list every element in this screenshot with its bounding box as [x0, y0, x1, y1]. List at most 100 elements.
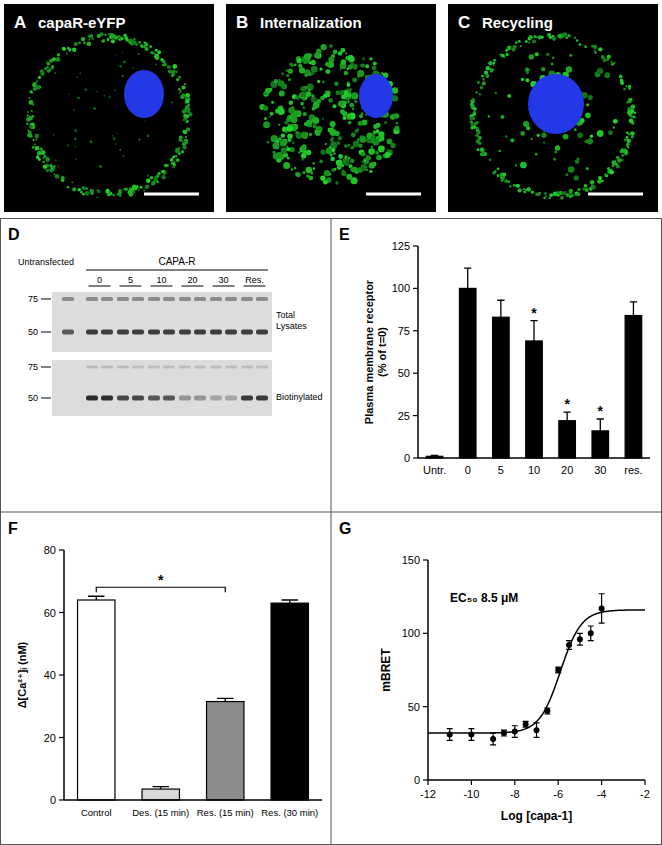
data-point	[468, 732, 474, 738]
fluorescence-dot	[326, 93, 330, 97]
marker-label: 75	[28, 294, 38, 304]
fluorescence-dot	[574, 36, 576, 38]
fluorescence-dot	[46, 62, 50, 66]
fluorescence-dot	[333, 152, 336, 155]
bar	[526, 341, 543, 458]
fluorescence-dot	[585, 113, 591, 119]
fluorescence-dot	[279, 91, 285, 97]
fluorescence-dot	[155, 49, 158, 52]
blot-band	[86, 396, 98, 401]
fluorescence-dot	[37, 151, 41, 155]
fluorescence-dot	[549, 36, 552, 39]
fluorescence-dot	[622, 149, 627, 154]
fluorescence-dot	[116, 132, 118, 134]
fluorescence-dot	[40, 70, 42, 72]
fluorescence-dot	[498, 150, 501, 153]
fluorescence-dot	[597, 130, 604, 137]
fluorescence-dot	[552, 56, 555, 59]
fluorescence-dot	[104, 34, 106, 36]
fluorescence-dot	[33, 139, 35, 141]
fluorescence-dot	[145, 185, 149, 189]
fluorescence-dot	[178, 88, 181, 91]
bar	[493, 317, 510, 458]
fluorescence-dot	[46, 61, 49, 64]
fluorescence-dot	[341, 171, 346, 176]
fluorescence-dot	[86, 41, 91, 46]
fluorescence-dot	[590, 180, 595, 185]
fluorescence-dot	[67, 186, 70, 189]
error-bar	[497, 300, 504, 317]
x-tick-label: -2	[640, 788, 650, 800]
fluorescence-dot	[351, 133, 356, 138]
fluorescence-dot	[34, 143, 36, 145]
fluorescence-dot	[303, 112, 307, 116]
fluorescence-dot	[38, 76, 41, 79]
lane-label: 10	[156, 275, 166, 285]
blot-band	[101, 330, 113, 335]
fluorescence-dot	[352, 108, 354, 110]
fluorescence-dot	[477, 148, 480, 151]
fluorescence-dot	[85, 187, 87, 189]
fluorescence-dot	[26, 117, 30, 121]
fluorescence-dot	[274, 79, 279, 84]
fluorescence-dot	[365, 64, 369, 68]
fluorescence-dot	[35, 138, 37, 140]
x-axis-label: Log [capa-1]	[501, 809, 572, 823]
fluorescence-dot	[472, 107, 476, 111]
fluorescence-dot	[43, 165, 47, 169]
fluorescence-dot	[54, 72, 56, 74]
fluorescence-dot	[554, 150, 557, 153]
lane-label: 30	[218, 275, 228, 285]
fluorescence-dot	[570, 189, 573, 192]
fluorescence-dot	[340, 48, 345, 53]
fluorescence-dot	[395, 122, 398, 125]
fluorescence-dot	[578, 188, 581, 191]
fluorescence-dot	[320, 150, 325, 155]
fluorescence-dot	[311, 94, 314, 97]
fluorescence-dot	[138, 189, 140, 191]
fluorescence-dot	[82, 193, 85, 196]
fluorescence-dot	[27, 111, 29, 113]
fluorescence-dot	[184, 140, 189, 145]
fluorescence-dot	[536, 36, 538, 38]
micrograph-label: Internalization	[260, 14, 362, 31]
blot-band	[179, 297, 191, 301]
fluorescence-dot	[172, 162, 176, 166]
fluorescence-dot	[311, 60, 316, 65]
fluorescence-dot	[295, 95, 300, 100]
fluorescence-dot	[78, 41, 81, 44]
fluorescence-dot	[73, 109, 75, 111]
fluorescence-dot	[99, 165, 102, 168]
fluorescence-dot	[525, 67, 530, 72]
fluorescence-dot	[541, 133, 546, 138]
micrograph: BInternalization	[226, 4, 436, 212]
fluorescence-dot	[483, 78, 485, 80]
fluorescence-dot	[180, 90, 182, 92]
fluorescence-dot	[53, 134, 55, 136]
fluorescence-dot	[613, 119, 618, 124]
marker-label: 50	[28, 327, 38, 337]
fluorescence-dot	[150, 177, 152, 179]
error-bar	[566, 641, 572, 650]
fluorescence-dot	[372, 139, 379, 146]
fluorescence-dot	[389, 153, 391, 155]
fluorescence-dot	[71, 182, 73, 184]
blot-band	[117, 297, 129, 301]
fluorescence-dot	[36, 80, 38, 82]
y-tick	[413, 288, 418, 289]
marker-label: 75	[28, 362, 38, 372]
blot-band	[132, 366, 144, 369]
fluorescence-dot	[375, 129, 379, 133]
fluorescence-dot	[373, 124, 378, 129]
fluorescence-dot	[566, 66, 572, 72]
fluorescence-dot	[74, 42, 78, 46]
fluorescence-dot	[331, 136, 334, 139]
fluorescence-dot	[160, 58, 163, 61]
fluorescence-dot	[551, 63, 554, 66]
x-tick	[427, 780, 428, 785]
fluorescence-dot	[611, 61, 613, 63]
fluorescence-dot	[267, 141, 270, 144]
data-point	[566, 642, 572, 648]
fluorescence-dot	[63, 47, 66, 50]
fluorescence-dot	[627, 139, 631, 143]
